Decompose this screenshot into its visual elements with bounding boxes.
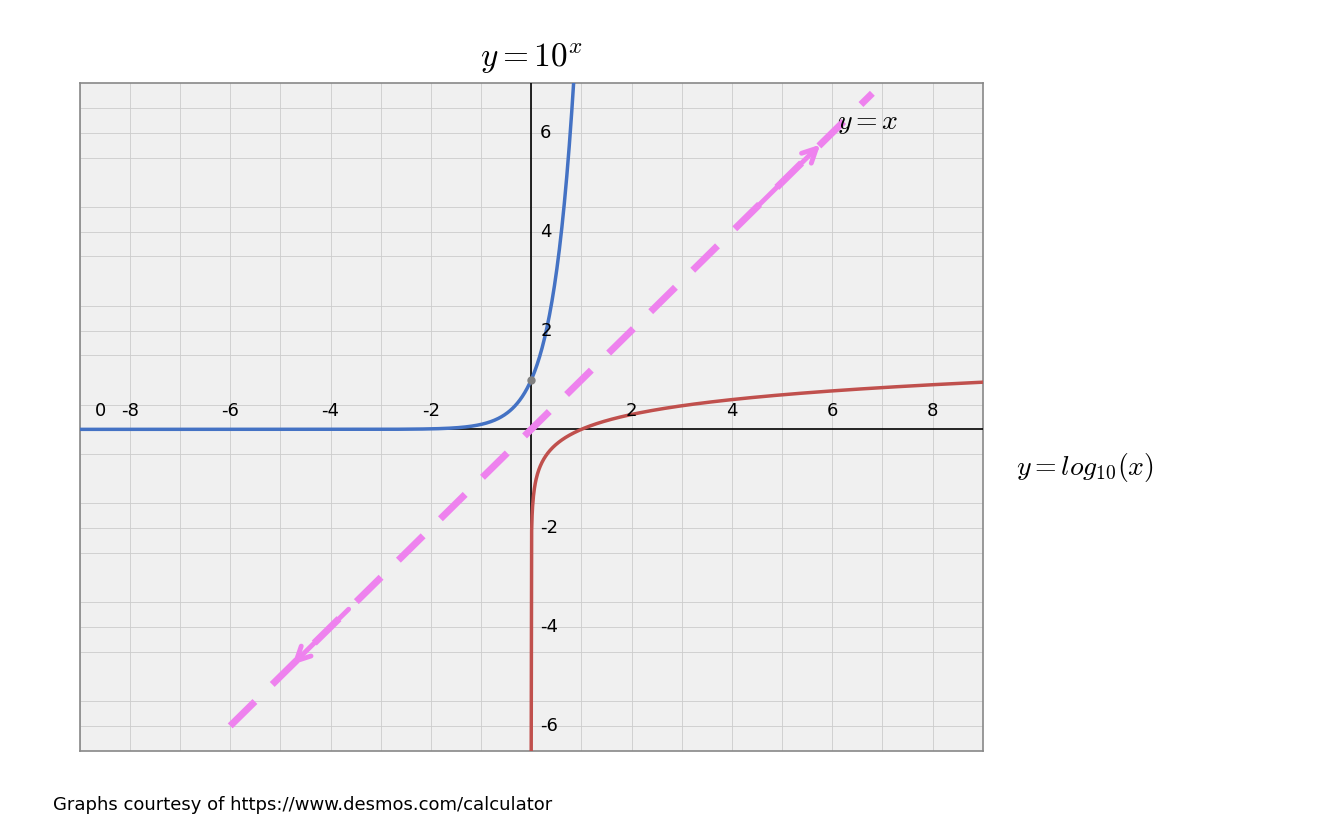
Text: -6: -6	[222, 403, 239, 420]
Text: 2: 2	[625, 403, 637, 420]
Text: 0: 0	[94, 403, 106, 420]
Text: -4: -4	[540, 618, 558, 636]
Text: -2: -2	[422, 403, 440, 420]
Text: Graphs courtesy of https://www.desmos.com/calculator: Graphs courtesy of https://www.desmos.co…	[53, 796, 552, 814]
Title: $y = 10^x$: $y = 10^x$	[479, 42, 583, 76]
Text: 4: 4	[540, 223, 551, 241]
Text: 6: 6	[540, 123, 551, 142]
Text: 8: 8	[927, 403, 939, 420]
Text: 2: 2	[540, 322, 551, 339]
Text: -4: -4	[321, 403, 340, 420]
Text: $y = x$: $y = x$	[837, 110, 899, 136]
Text: -6: -6	[540, 717, 558, 735]
Text: $y = log_{10}(x)$: $y = log_{10}(x)$	[1016, 450, 1154, 484]
Text: 6: 6	[826, 403, 838, 420]
Text: -8: -8	[121, 403, 139, 420]
Text: 4: 4	[726, 403, 737, 420]
Text: -2: -2	[540, 520, 558, 537]
